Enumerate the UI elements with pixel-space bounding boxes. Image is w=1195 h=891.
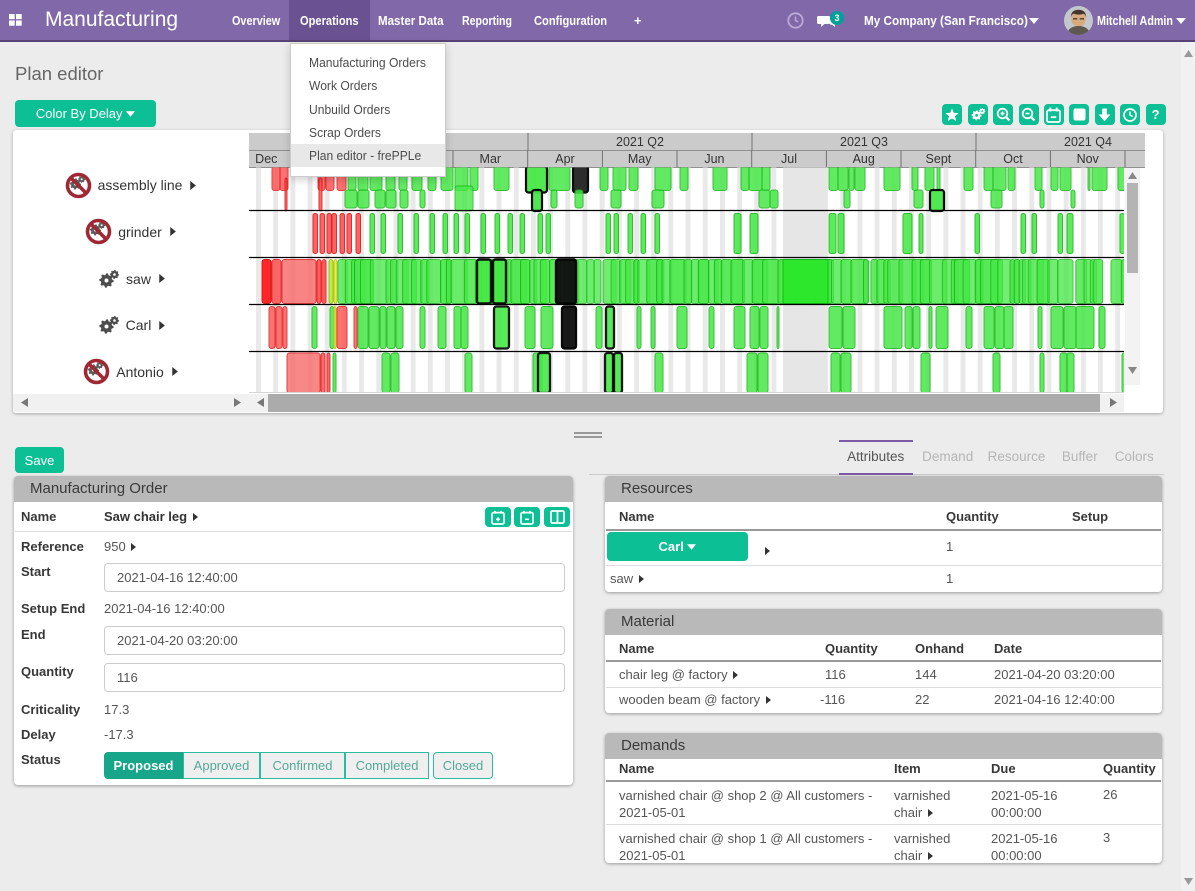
svg-text:Sept: Sept — [926, 152, 952, 166]
svg-text:Jun: Jun — [704, 152, 724, 166]
svg-text:Nov: Nov — [1077, 152, 1100, 166]
svg-text:Mar: Mar — [480, 152, 502, 166]
svg-text:May: May — [628, 152, 652, 166]
svg-text:2021 Q2: 2021 Q2 — [616, 135, 664, 149]
svg-text:Oct: Oct — [1003, 152, 1023, 166]
svg-text:2021 Q3: 2021 Q3 — [840, 135, 888, 149]
svg-text:Aug: Aug — [853, 152, 875, 166]
svg-text:Jul: Jul — [781, 152, 797, 166]
svg-text:Apr: Apr — [555, 152, 574, 166]
svg-text:2021 Q4: 2021 Q4 — [1064, 135, 1112, 149]
svg-text:Dec: Dec — [255, 152, 277, 166]
